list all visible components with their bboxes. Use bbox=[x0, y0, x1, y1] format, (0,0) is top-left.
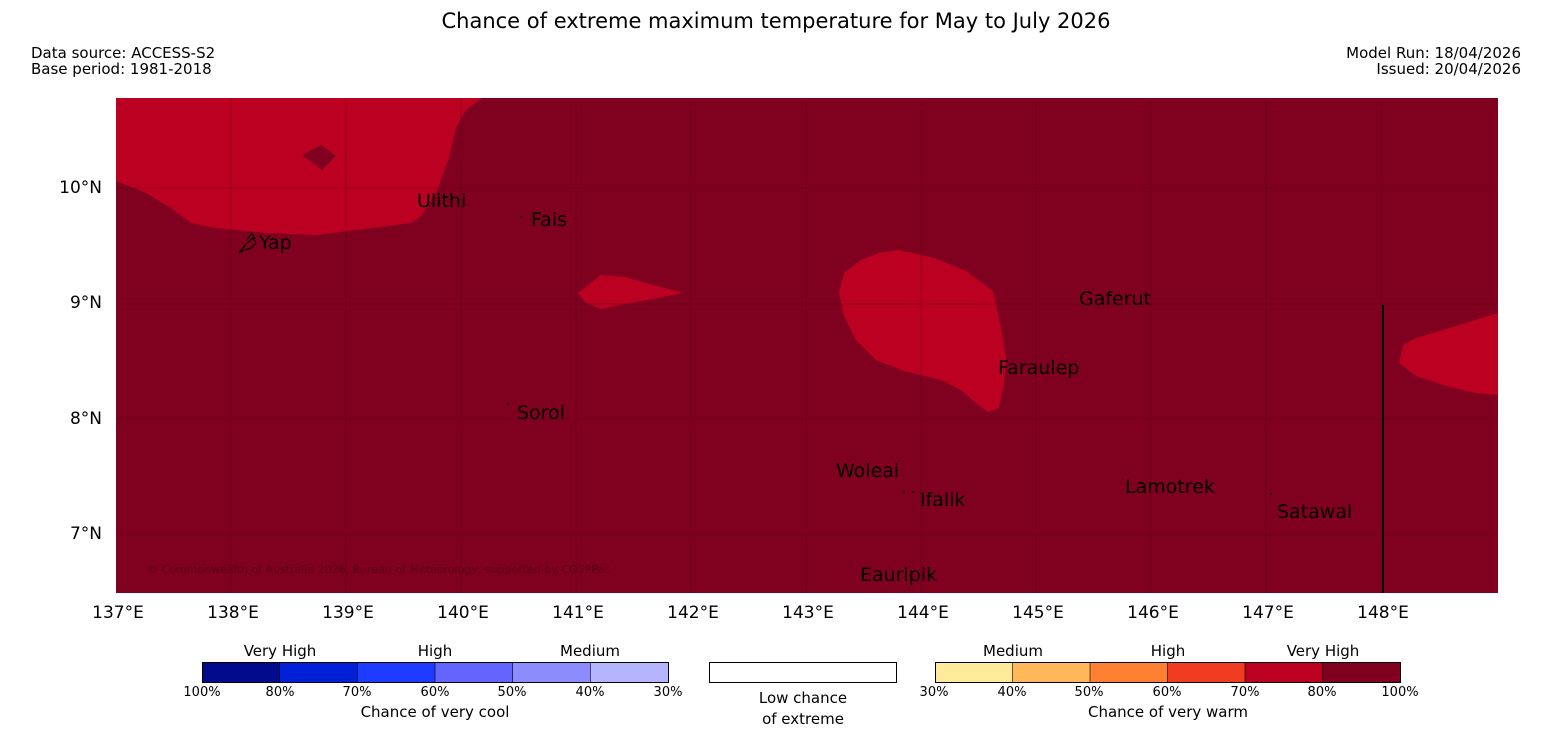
colorbar-swatch bbox=[935, 662, 1014, 683]
warm-tick: 30% bbox=[919, 685, 949, 700]
lon-label: 140°E bbox=[437, 603, 489, 623]
warm-region-central bbox=[839, 250, 1006, 412]
map-canvas bbox=[116, 98, 1498, 593]
satawal-island-icon bbox=[1270, 493, 1272, 495]
place-label-gaferut: Gaferut bbox=[1079, 288, 1152, 310]
cool-caption: Chance of very cool bbox=[360, 703, 510, 721]
colorbar-swatch bbox=[590, 662, 669, 683]
cool-tick: 50% bbox=[497, 685, 527, 700]
lon-label: 137°E bbox=[92, 603, 144, 623]
colorbar-swatch bbox=[512, 662, 592, 683]
model-run: Model Run: 18/04/2026 bbox=[1346, 44, 1521, 62]
warm-colorbar bbox=[935, 662, 1401, 683]
colorbar-swatch bbox=[1244, 662, 1324, 683]
lon-label: 147°E bbox=[1242, 603, 1294, 623]
place-label-lamotrek: Lamotrek bbox=[1125, 476, 1215, 498]
cool-tick: 80% bbox=[265, 685, 295, 700]
base-period: Base period: 1981-2018 bbox=[31, 60, 212, 78]
lon-label: 145°E bbox=[1012, 603, 1064, 623]
ifalik-island-icon-1 bbox=[903, 491, 905, 493]
lon-label: 139°E bbox=[322, 603, 374, 623]
map-grid bbox=[116, 98, 1498, 593]
warm-tick: 60% bbox=[1152, 685, 1182, 700]
cool-tick: 70% bbox=[342, 685, 372, 700]
data-source: Data source: ACCESS-S2 bbox=[31, 44, 216, 62]
lon-label: 138°E bbox=[207, 603, 259, 623]
warm-category-very-high: Very High bbox=[1286, 642, 1360, 660]
warm-caption: Chance of very warm bbox=[1087, 703, 1249, 721]
cool-tick: 100% bbox=[183, 685, 221, 700]
warm-tick: 100% bbox=[1381, 685, 1419, 700]
lat-label-9n: 9°N bbox=[69, 293, 102, 313]
place-label-faraulep: Faraulep bbox=[998, 357, 1080, 379]
cool-category-very-high: Very High bbox=[243, 642, 317, 660]
lat-label-7n: 7°N bbox=[69, 524, 102, 544]
place-label-fais: Fais bbox=[531, 209, 568, 231]
warm-region-northwest bbox=[116, 98, 482, 235]
place-label-satawal: Satawal bbox=[1277, 501, 1353, 523]
cool-tick: 60% bbox=[420, 685, 450, 700]
place-label-woleai: Woleai bbox=[836, 460, 900, 482]
lon-label: 146°E bbox=[1127, 603, 1179, 623]
colorbar-swatch bbox=[279, 662, 359, 683]
warm-category-high: High bbox=[1150, 642, 1186, 660]
cool-category-high: High bbox=[417, 642, 453, 660]
copyright-notice: © Commonwealth of Australia 2026, Bureau… bbox=[147, 563, 611, 576]
fais-island-icon bbox=[520, 216, 522, 218]
colorbar-swatch bbox=[434, 662, 514, 683]
cool-colorbar bbox=[202, 662, 669, 683]
chart-title: Chance of extreme maximum temperature fo… bbox=[441, 9, 1111, 33]
place-label-sorol: Sorol bbox=[517, 402, 565, 424]
run-info: Model Run: 18/04/2026 Issued: 20/04/2026 bbox=[1346, 45, 1521, 77]
sorol-island-icon bbox=[507, 403, 509, 405]
cool-tick: 30% bbox=[653, 685, 683, 700]
colorbar-swatch bbox=[1012, 662, 1091, 683]
warm-tick: 70% bbox=[1230, 685, 1260, 700]
lon-label: 143°E bbox=[782, 603, 834, 623]
cool-category-medium: Medium bbox=[560, 642, 620, 660]
lat-label-10n: 10°N bbox=[59, 178, 102, 198]
neutral-caption-line1: Low chance bbox=[758, 689, 848, 707]
issued-date: Issued: 20/04/2026 bbox=[1376, 60, 1521, 78]
warm-tick: 80% bbox=[1307, 685, 1337, 700]
warm-category-medium: Medium bbox=[983, 642, 1043, 660]
colorbar-swatch bbox=[1089, 662, 1169, 683]
lon-label: 141°E bbox=[552, 603, 604, 623]
neutral-swatch bbox=[709, 662, 897, 683]
place-label-ifalik: Ifalik bbox=[920, 489, 966, 511]
colorbar-swatch bbox=[202, 662, 281, 683]
neutral-caption: Low chance of extreme bbox=[709, 688, 897, 730]
source-info: Data source: ACCESS-S2 Base period: 1981… bbox=[31, 45, 215, 77]
map-area: Ulithi Fais Yap Gaferut Faraulep Sorol W… bbox=[116, 98, 1498, 593]
yap-island-icon bbox=[238, 237, 257, 254]
place-label-eauripik: Eauripik bbox=[860, 564, 938, 586]
colorbar-swatch bbox=[357, 662, 436, 683]
yap-islet-icon bbox=[246, 231, 256, 241]
lon-label: 144°E bbox=[897, 603, 949, 623]
warm-region-west-central bbox=[578, 275, 683, 309]
warm-tick: 50% bbox=[1074, 685, 1104, 700]
colorbar-swatch bbox=[1167, 662, 1246, 683]
lon-label: 148°E bbox=[1357, 603, 1409, 623]
lat-label-8n: 8°N bbox=[69, 409, 102, 429]
neutral-caption-line2: of extreme bbox=[762, 710, 844, 728]
place-label-ulithi: Ulithi bbox=[417, 190, 467, 212]
dark-pocket-north bbox=[302, 145, 336, 170]
warm-region-east bbox=[1399, 313, 1498, 395]
place-label-yap: Yap bbox=[259, 232, 292, 254]
colorbar-swatch bbox=[1322, 662, 1401, 683]
ifalik-island-icon-2 bbox=[912, 491, 914, 493]
lon-label: 142°E bbox=[667, 603, 719, 623]
warm-tick: 40% bbox=[997, 685, 1027, 700]
cool-tick: 40% bbox=[575, 685, 605, 700]
